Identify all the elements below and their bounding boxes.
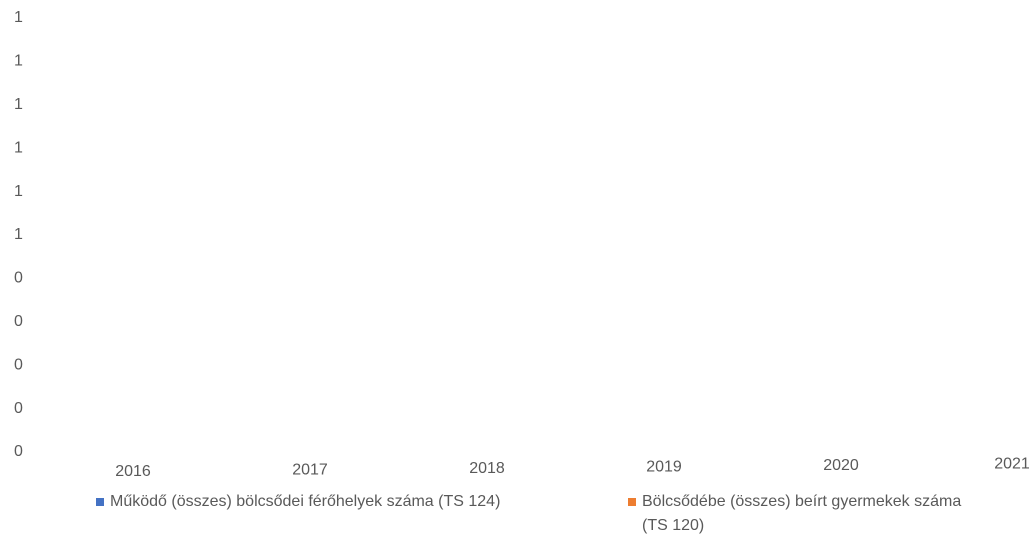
y-tick-label: 0 bbox=[14, 356, 23, 373]
y-tick-label: 1 bbox=[14, 226, 23, 243]
legend-label: Működő (összes) bölcsődei férőhelyek szá… bbox=[110, 493, 500, 510]
y-tick-label: 1 bbox=[14, 183, 23, 200]
x-tick-label: 2019 bbox=[646, 459, 682, 476]
y-tick-label: 0 bbox=[14, 443, 23, 460]
legend-swatch bbox=[96, 498, 104, 506]
x-tick-label: 2017 bbox=[292, 462, 328, 479]
y-tick-label: 1 bbox=[14, 53, 23, 70]
legend-swatch bbox=[628, 498, 636, 506]
x-tick-label: 2021 bbox=[994, 456, 1030, 473]
x-tick-label: 2018 bbox=[469, 460, 505, 477]
y-tick-label: 1 bbox=[14, 139, 23, 156]
x-tick-label: 2020 bbox=[823, 457, 859, 474]
y-tick-label: 0 bbox=[14, 313, 23, 330]
y-tick-label: 1 bbox=[14, 96, 23, 113]
legend-label: Bölcsődébe (összes) beírt gyermekek szám… bbox=[642, 493, 961, 534]
y-tick-label: 0 bbox=[14, 400, 23, 417]
x-tick-label: 2016 bbox=[115, 463, 151, 480]
y-tick-label: 1 bbox=[14, 9, 23, 26]
y-tick-label: 0 bbox=[14, 270, 23, 287]
